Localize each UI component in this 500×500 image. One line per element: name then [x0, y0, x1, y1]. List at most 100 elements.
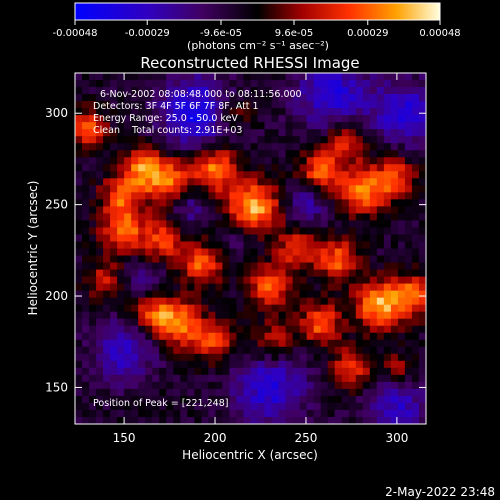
heatmap-cell — [89, 94, 97, 102]
heatmap-cell — [264, 283, 272, 292]
heatmap-cell — [222, 360, 230, 369]
heatmap-cell — [96, 248, 104, 256]
heatmap-cell — [208, 367, 216, 376]
heatmap-cell — [369, 360, 378, 369]
heatmap-cell — [404, 150, 413, 158]
heatmap-cell — [390, 157, 399, 165]
heatmap-cell — [166, 297, 174, 306]
heatmap-cell — [201, 164, 209, 172]
heatmap-cell — [383, 220, 392, 228]
heatmap-cell — [257, 220, 265, 228]
heatmap-cell — [152, 332, 160, 341]
heatmap-cell — [159, 255, 167, 263]
heatmap-cell — [103, 108, 111, 116]
heatmap-cell — [145, 206, 153, 214]
heatmap-cell — [117, 374, 125, 383]
heatmap-cell — [173, 164, 181, 172]
heatmap-cell — [390, 192, 399, 200]
heatmap-cell — [390, 129, 399, 137]
heatmap-cell — [257, 416, 265, 424]
heatmap-cell — [355, 416, 364, 424]
heatmap-cell — [89, 213, 97, 221]
heatmap-cell — [110, 332, 118, 341]
heatmap-cell — [110, 297, 118, 306]
heatmap-cell — [271, 101, 279, 109]
heatmap-cell — [96, 353, 104, 362]
heatmap-cell — [264, 318, 272, 327]
heatmap-cell — [138, 206, 146, 214]
heatmap-cell — [306, 143, 315, 151]
heatmap-cell — [404, 234, 413, 242]
heatmap-cell — [131, 346, 139, 355]
heatmap-cell — [110, 409, 118, 418]
heatmap-cell — [306, 325, 315, 334]
heatmap-cell — [215, 262, 223, 270]
heatmap-cell — [124, 416, 132, 424]
heatmap-cell — [257, 353, 265, 362]
heatmap-cell — [103, 304, 111, 313]
heatmap-cell — [215, 290, 223, 299]
heatmap-cell — [173, 129, 181, 137]
heatmap-cell — [362, 136, 371, 144]
heatmap-cell — [145, 192, 153, 200]
heatmap-cell — [180, 395, 188, 404]
heatmap-cell — [348, 290, 357, 299]
heatmap-cell — [390, 115, 399, 123]
heatmap-cell — [236, 192, 244, 200]
heatmap-cell — [299, 332, 308, 341]
heatmap-cell — [418, 416, 426, 424]
heatmap-cell — [362, 157, 371, 165]
heatmap-cell — [110, 220, 118, 228]
heatmap-cell — [257, 143, 265, 151]
heatmap-cell — [411, 311, 420, 320]
heatmap-cell — [404, 262, 413, 270]
heatmap-cell — [376, 241, 385, 249]
heatmap-cell — [180, 374, 188, 383]
heatmap-cell — [110, 178, 118, 186]
heatmap-cell — [285, 108, 294, 116]
heatmap-cell — [306, 185, 315, 193]
heatmap-cell — [411, 115, 420, 123]
heatmap-cell — [271, 227, 279, 235]
heatmap-cell — [229, 325, 237, 334]
heatmap-cell — [173, 192, 181, 200]
heatmap-cell — [313, 388, 322, 397]
heatmap-cell — [264, 248, 272, 256]
heatmap-cell — [362, 388, 371, 397]
heatmap-cell — [201, 381, 209, 390]
heatmap-cell — [75, 381, 83, 390]
heatmap-cell — [180, 199, 188, 207]
heatmap-cell — [138, 381, 146, 390]
heatmap-cell — [173, 381, 181, 390]
heatmap-cell — [222, 87, 230, 95]
heatmap-cell — [348, 178, 357, 186]
heatmap-cell — [180, 73, 188, 81]
heatmap-cell — [397, 416, 406, 424]
heatmap-cell — [82, 269, 90, 277]
heatmap-cell — [89, 178, 97, 186]
heatmap-cell — [187, 73, 195, 81]
heatmap-cell — [418, 129, 426, 137]
heatmap-cell — [306, 136, 315, 144]
heatmap-cell — [145, 101, 153, 109]
heatmap-cell — [145, 87, 153, 95]
heatmap-cell — [222, 318, 230, 327]
heatmap-cell — [348, 332, 357, 341]
heatmap-cell — [75, 255, 83, 263]
heatmap-cell — [292, 73, 301, 81]
heatmap-cell — [404, 283, 413, 292]
heatmap-cell — [341, 192, 350, 200]
heatmap-cell — [264, 325, 272, 334]
heatmap-cell — [229, 206, 237, 214]
heatmap-cell — [110, 73, 118, 81]
annotations: 6-Nov-2002 08:08:48.000 to 08:11:56.000 … — [93, 89, 302, 409]
heatmap-cell — [355, 101, 364, 109]
heatmap-cell — [208, 220, 216, 228]
heatmap-cell — [173, 416, 181, 424]
heatmap-cell — [131, 318, 139, 327]
heatmap-cell — [376, 220, 385, 228]
heatmap-cell — [313, 248, 322, 256]
heatmap-cell — [152, 395, 160, 404]
heatmap-cell — [89, 136, 97, 144]
heatmap-cell — [243, 346, 251, 355]
